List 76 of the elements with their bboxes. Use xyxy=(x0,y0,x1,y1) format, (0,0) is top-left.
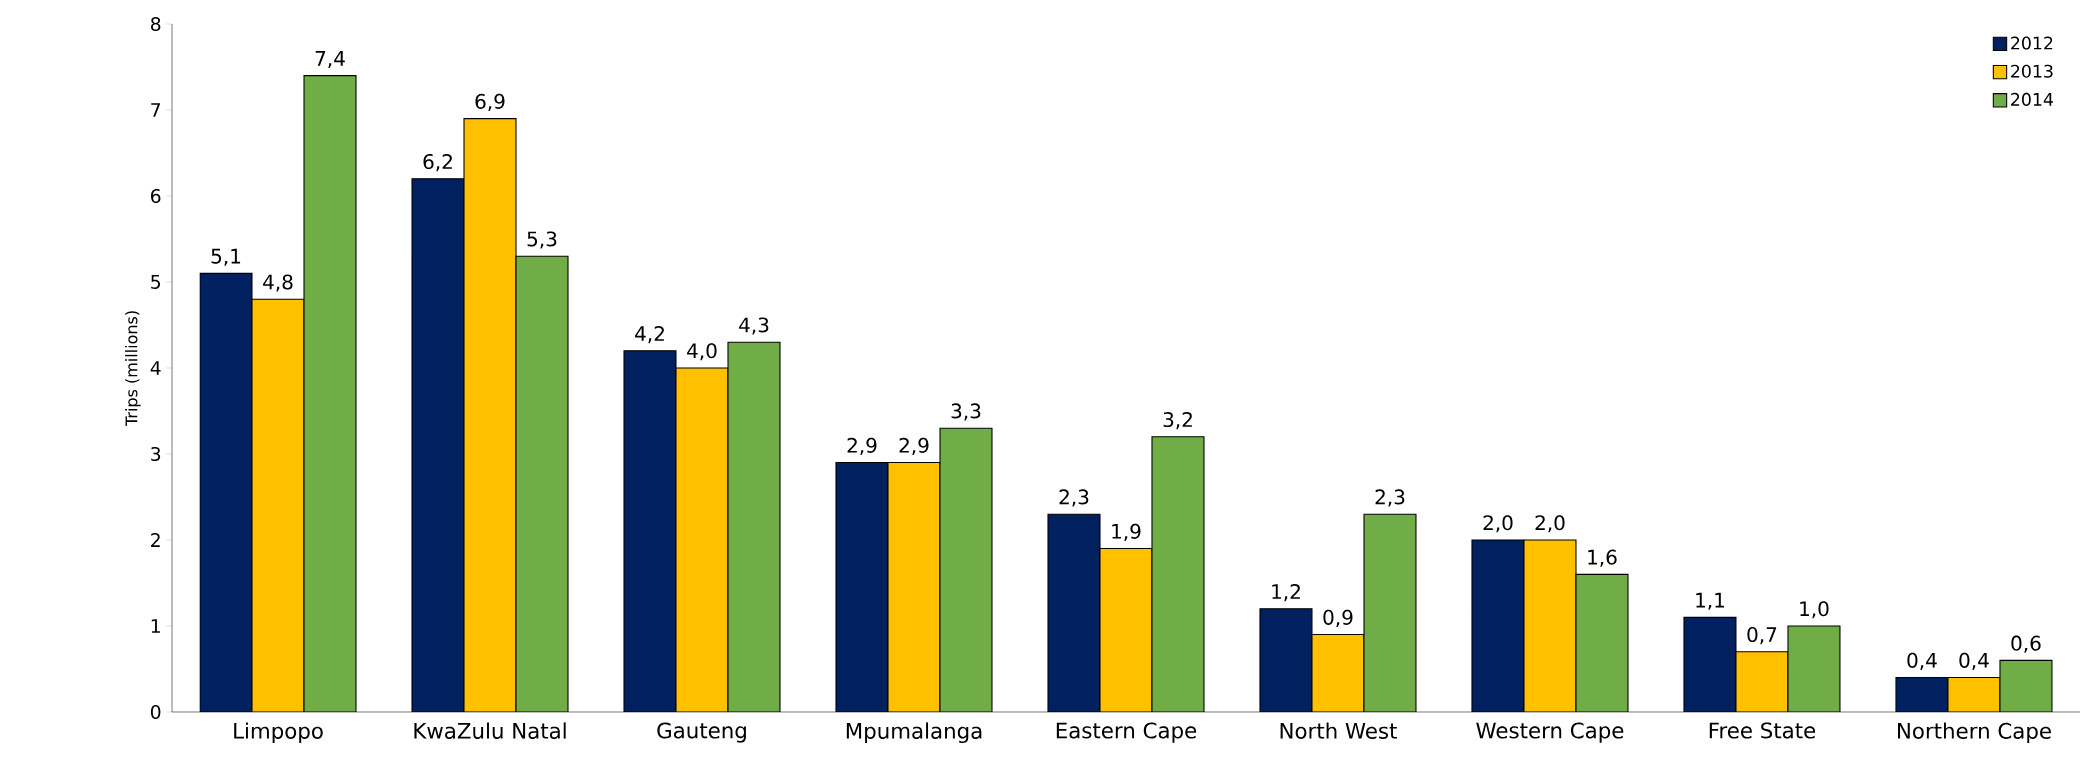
bar xyxy=(675,367,729,712)
data-label: 5,1 xyxy=(211,248,241,266)
bar xyxy=(727,341,781,712)
bar xyxy=(1151,436,1205,712)
data-label: 1,2 xyxy=(1272,583,1300,602)
data-label: 1,1 xyxy=(1696,592,1725,610)
y-tick-label: 0 xyxy=(150,704,161,720)
bar xyxy=(1575,573,1629,712)
y-axis-title: Trips (millions) xyxy=(125,311,141,427)
data-label: 3,3 xyxy=(951,403,981,421)
bar xyxy=(1047,513,1101,712)
data-label: 2,9 xyxy=(847,437,877,455)
x-tick-label: Western Cape xyxy=(1476,722,1624,743)
bar xyxy=(411,178,465,712)
data-label: 0,6 xyxy=(2011,635,2041,653)
legend-label: 2012 xyxy=(2011,36,2053,50)
x-tick-label: North West xyxy=(1280,722,1397,739)
data-label: 2,0 xyxy=(1535,515,1565,533)
bar xyxy=(1099,548,1153,712)
y-tick-label: 4 xyxy=(150,361,161,375)
data-label: 6,9 xyxy=(475,93,505,111)
x-tick-label: KwaZulu Natal xyxy=(414,722,566,739)
bar xyxy=(1683,616,1737,712)
bar xyxy=(623,350,677,712)
x-tick-label: Eastern Cape xyxy=(1056,722,1197,743)
bar xyxy=(1363,513,1417,712)
data-label: 4,2 xyxy=(635,325,664,344)
x-tick-label: Northern Cape xyxy=(1898,722,2051,744)
data-label: 7,4 xyxy=(315,51,345,68)
bar xyxy=(515,255,569,712)
data-label: 4,3 xyxy=(739,317,769,335)
bar xyxy=(251,298,305,712)
data-label: 2,9 xyxy=(899,437,929,455)
bar xyxy=(1259,608,1313,712)
x-tick-label: Limpopo xyxy=(234,722,323,744)
data-label: 0,7 xyxy=(1747,626,1777,645)
bar xyxy=(1523,539,1577,712)
bar xyxy=(939,427,993,712)
data-label: 3,2 xyxy=(1163,411,1192,430)
y-tick-label: 1 xyxy=(151,619,160,633)
y-tick-label: 8 xyxy=(151,16,161,32)
data-label: 2,3 xyxy=(1375,489,1405,507)
legend-label: 2013 xyxy=(2011,64,2053,78)
data-label: 4,8 xyxy=(263,274,293,292)
bar xyxy=(1895,677,1949,712)
bar xyxy=(199,272,253,712)
bar xyxy=(1947,677,2001,712)
data-label: 4,0 xyxy=(687,343,717,361)
bar xyxy=(1999,659,2053,712)
data-label: 0,4 xyxy=(1959,652,1989,670)
data-label: 0,4 xyxy=(1907,652,1937,670)
y-tick-label: 7 xyxy=(151,103,161,117)
bar xyxy=(887,462,941,712)
legend-label: 2014 xyxy=(2011,92,2053,106)
data-label: 6,2 xyxy=(423,153,452,172)
x-tick-label: Mpumalanga xyxy=(846,722,982,744)
data-label: 1,9 xyxy=(1112,523,1141,541)
data-label: 2,0 xyxy=(1483,515,1513,533)
bar xyxy=(1471,539,1525,712)
data-label: 5,3 xyxy=(527,231,557,249)
data-label: 1,0 xyxy=(1800,601,1829,619)
y-tick-label: 5 xyxy=(151,275,160,289)
data-label: 0,9 xyxy=(1323,609,1353,627)
bar xyxy=(1311,634,1365,712)
y-tick-label: 2 xyxy=(151,533,160,547)
bar xyxy=(1787,625,1841,712)
y-tick-label: 3 xyxy=(151,446,161,462)
x-tick-label: Gauteng xyxy=(657,722,746,743)
bar xyxy=(463,118,517,712)
data-label: 1,6 xyxy=(1588,549,1617,567)
bar xyxy=(1735,651,1789,712)
y-tick-label: 6 xyxy=(151,188,161,204)
bar xyxy=(835,462,889,712)
data-label: 2,3 xyxy=(1059,489,1089,507)
bar xyxy=(303,75,357,712)
x-tick-label: Free State xyxy=(1709,722,1816,739)
